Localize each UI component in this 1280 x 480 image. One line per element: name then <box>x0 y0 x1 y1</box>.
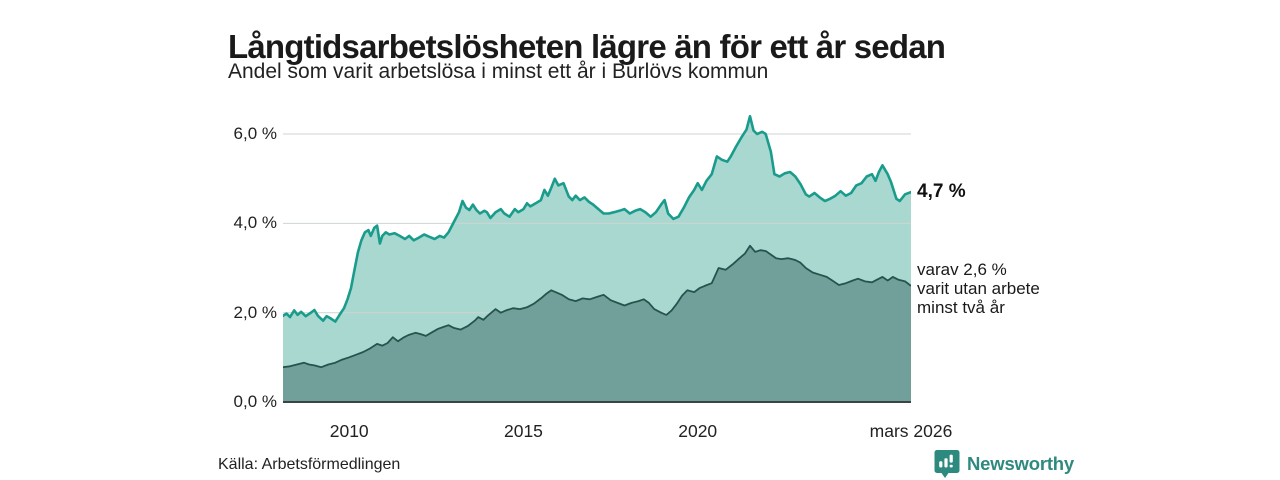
plot-area <box>281 105 913 407</box>
y-tick-label: 6,0 % <box>233 124 277 144</box>
source-note: Källa: Arbetsförmedlingen <box>218 456 401 473</box>
annotation-line: minst två år <box>917 297 1005 317</box>
x-tick-label: 2015 <box>503 421 543 441</box>
brand-name: Newsworthy <box>967 453 1074 474</box>
page-title: Långtidsarbetslösheten lägre än för ett … <box>228 28 946 66</box>
annotation-latest-total: 4,7 % <box>917 181 966 203</box>
newsworthy-bubble-chart-icon <box>934 450 960 478</box>
line-two-years <box>282 244 912 369</box>
annotation-line: varav 2,6 % <box>917 259 1007 279</box>
brand-logo: Newsworthy <box>934 449 1074 479</box>
chart-subtitle: Andel som varit arbetslösa i minst ett å… <box>228 60 769 83</box>
y-tick-label: 4,0 % <box>233 213 277 233</box>
line-total <box>281 114 913 323</box>
y-tick-label: 2,0 % <box>233 302 277 322</box>
x-tick-label: 2020 <box>678 421 718 441</box>
x-tick-label: 2010 <box>329 421 369 441</box>
y-tick-label: 0,0 % <box>233 392 277 411</box>
area-two-years <box>283 245 911 402</box>
area-chart-canvas <box>281 114 913 403</box>
annotation-line: varit utan arbete <box>917 278 1040 298</box>
x-tick-label: mars 2026 <box>869 421 953 441</box>
annotation-latest-two-years: varav 2,6 % varit utan arbete minst två … <box>917 260 1040 317</box>
